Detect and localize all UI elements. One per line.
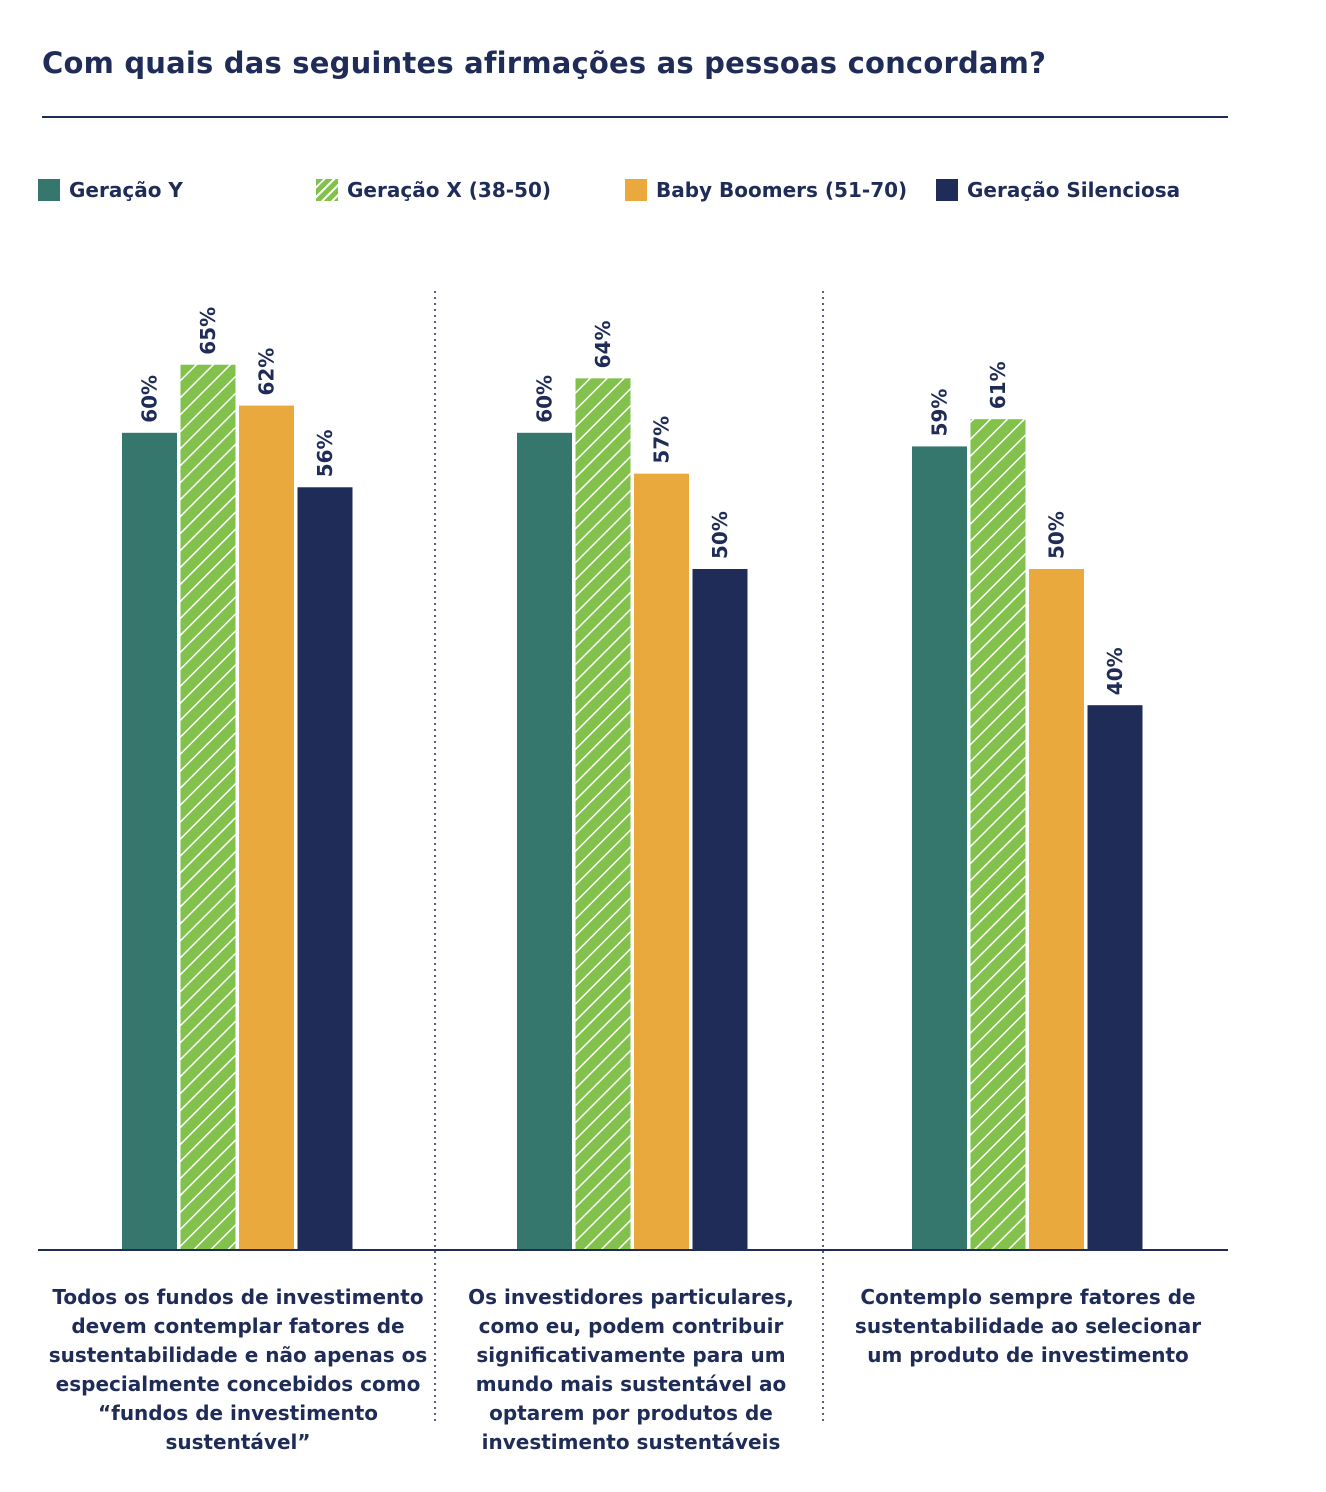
bar-geracao-x-38-50-group-3 xyxy=(970,419,1026,1250)
bars-layer xyxy=(122,364,1143,1250)
value-label: 61% xyxy=(986,361,1010,409)
bar-geracao-silenciosa-group-1 xyxy=(297,487,353,1250)
legend-label-geracao-y: Geração Y xyxy=(69,178,183,202)
bar-geracao-silenciosa-group-3 xyxy=(1087,705,1143,1250)
value-label: 62% xyxy=(255,348,279,396)
bar-baby-boomers-51-70-group-2 xyxy=(634,473,689,1250)
value-label: 57% xyxy=(650,416,674,464)
legend-label-geracao-silenciosa: Geração Silenciosa xyxy=(967,178,1181,202)
legend-item-geracao-silenciosa: Geração Silenciosa xyxy=(936,178,1180,202)
value-label: 65% xyxy=(196,307,220,355)
category-label: Todos os fundos de investimento devem co… xyxy=(48,1285,428,1454)
value-label: 60% xyxy=(138,375,162,423)
legend-item-geracao-x: Geração X (38-50) xyxy=(316,178,551,202)
legend-swatch-geracao-y xyxy=(38,179,60,201)
bar-geracao-x-38-50-group-1 xyxy=(180,364,236,1250)
legend-label-geracao-x: Geração X (38-50) xyxy=(347,178,552,202)
value-label: 64% xyxy=(591,320,615,368)
value-label: 50% xyxy=(708,511,732,559)
legend-swatch-baby-boomers xyxy=(625,179,647,201)
legend: Geração Y Geração X (38-50) Baby Boomers… xyxy=(38,178,1238,212)
title-rule xyxy=(42,116,1228,118)
value-label: 59% xyxy=(928,389,952,437)
bar-geracao-y-group-3 xyxy=(912,446,967,1250)
bar-geracao-y-group-1 xyxy=(122,432,177,1250)
category-label: Contemplo sempre fatores de sustentabili… xyxy=(854,1285,1202,1367)
bar-geracao-y-group-2 xyxy=(517,432,572,1250)
category-label: Os investidores particulares, como eu, p… xyxy=(468,1285,794,1454)
chart-title: Com quais das seguintes afirmações as pe… xyxy=(42,46,1047,80)
bar-baby-boomers-51-70-group-1 xyxy=(239,405,294,1250)
bar-geracao-x-38-50-group-2 xyxy=(575,378,631,1250)
legend-swatch-geracao-silenciosa xyxy=(936,179,958,201)
legend-item-geracao-y: Geração Y xyxy=(38,178,183,202)
bar-baby-boomers-51-70-group-3 xyxy=(1029,569,1084,1250)
bar-geracao-silenciosa-group-2 xyxy=(692,569,748,1250)
value-label: 60% xyxy=(533,375,557,423)
value-label: 40% xyxy=(1103,647,1127,695)
value-label: 56% xyxy=(313,429,337,477)
value-label: 50% xyxy=(1045,511,1069,559)
legend-label-baby-boomers: Baby Boomers (51-70) xyxy=(656,178,908,202)
value-labels-layer: 60% 65% 62% 56% 60% 64% 57% 50% 59% 61% 50% 40% xyxy=(138,307,1128,695)
legend-swatch-geracao-x xyxy=(316,179,338,201)
legend-item-baby-boomers: Baby Boomers (51-70) xyxy=(625,178,907,202)
